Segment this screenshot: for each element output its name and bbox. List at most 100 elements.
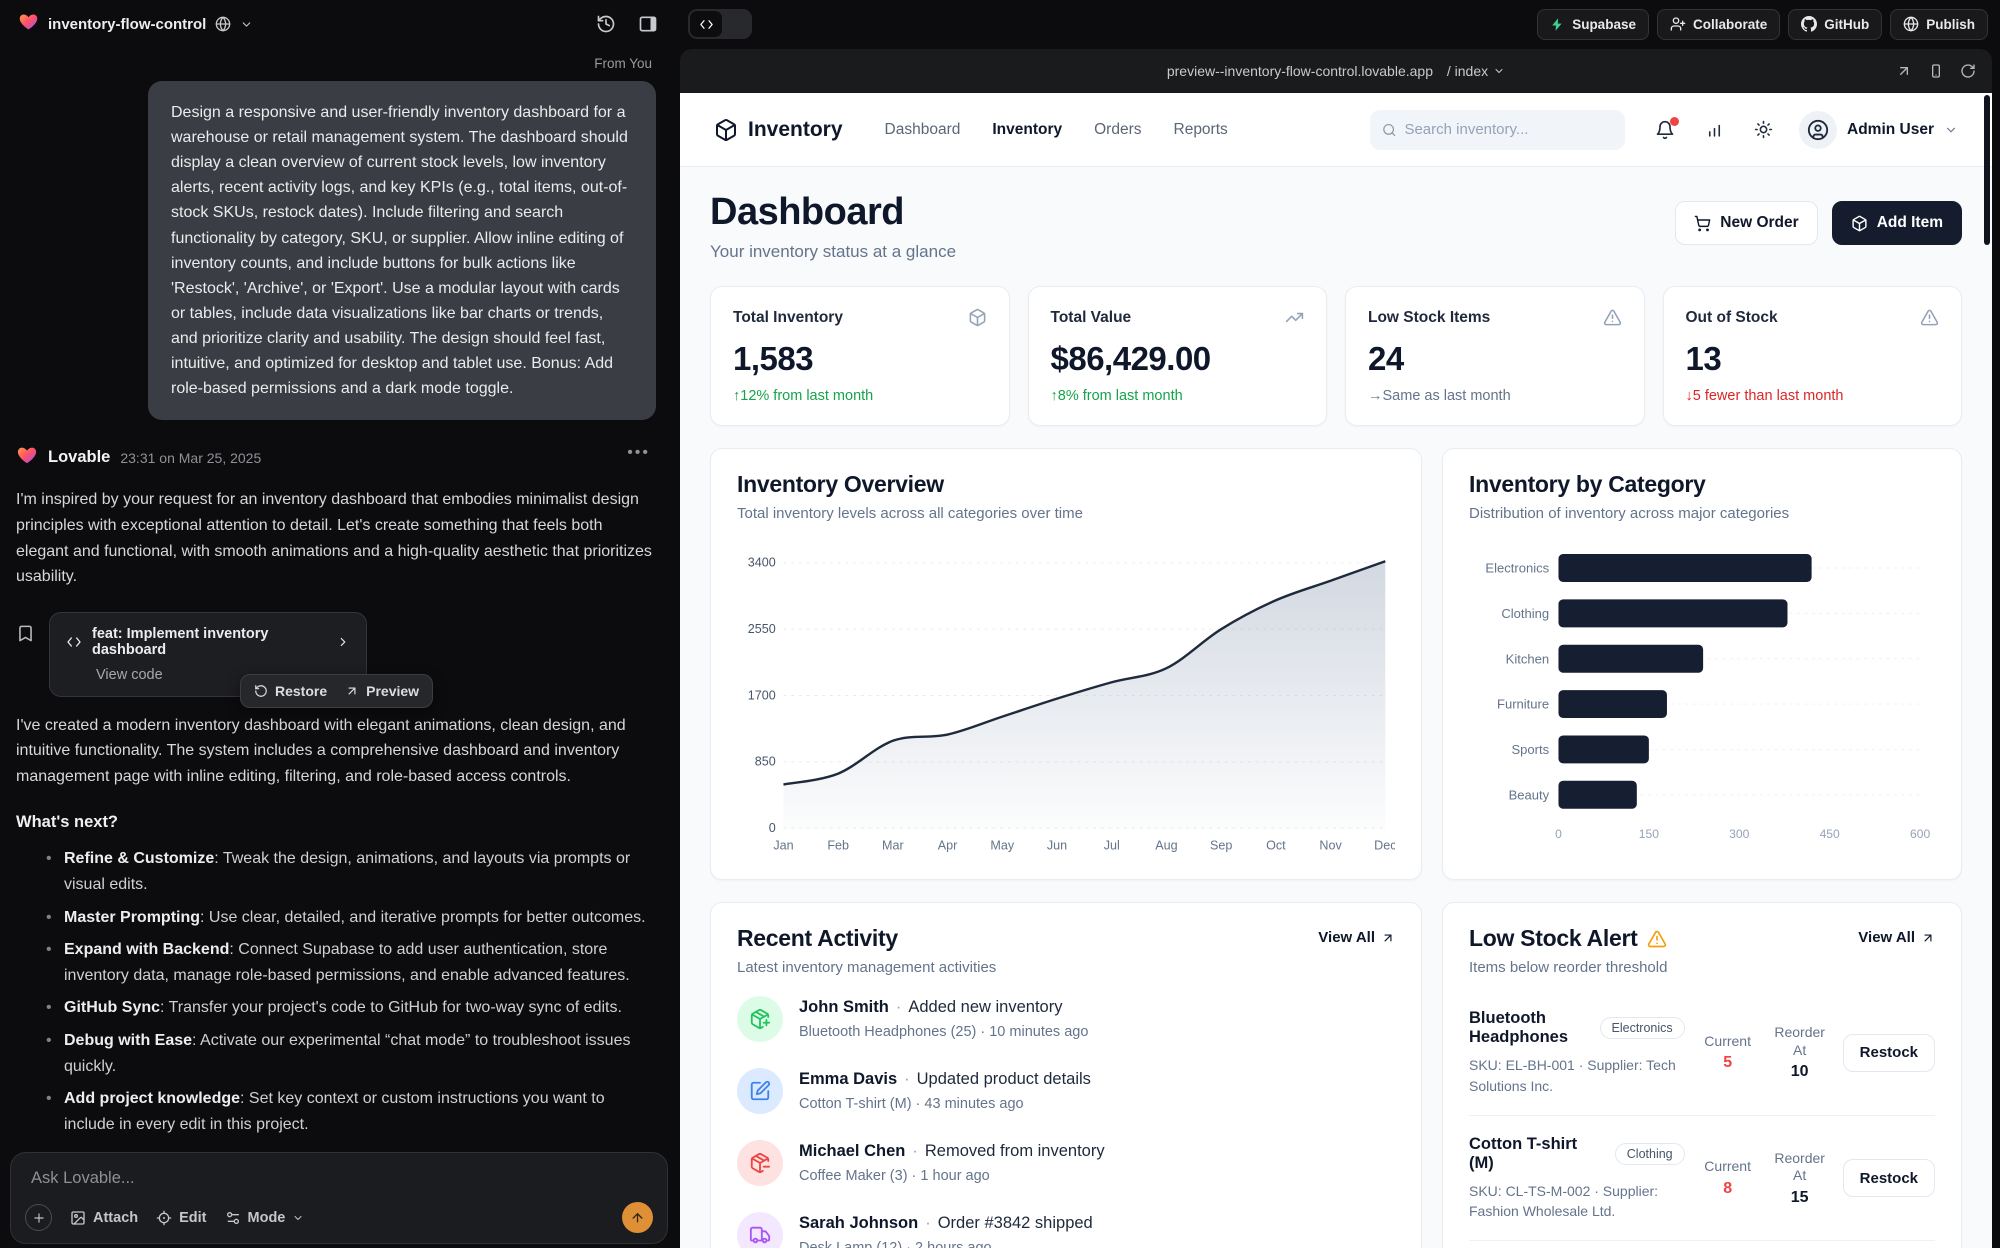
preview-scrollbar[interactable] bbox=[1984, 95, 1990, 245]
new-order-button[interactable]: New Order bbox=[1675, 201, 1818, 245]
user-menu[interactable]: Admin User bbox=[1799, 110, 1958, 149]
nav-dashboard[interactable]: Dashboard bbox=[884, 120, 961, 138]
panel-toggle-button[interactable] bbox=[638, 14, 658, 34]
svg-text:3400: 3400 bbox=[748, 556, 776, 570]
search-box[interactable] bbox=[1370, 109, 1625, 150]
edit-button[interactable]: Edit bbox=[156, 1210, 207, 1226]
publish-button[interactable]: Publish bbox=[1890, 8, 1988, 40]
send-button[interactable] bbox=[622, 1202, 653, 1233]
github-button[interactable]: GitHub bbox=[1788, 8, 1883, 40]
svg-text:Jun: Jun bbox=[1047, 839, 1067, 853]
preview-url[interactable]: preview--inventory-flow-control.lovable.… bbox=[1167, 63, 1505, 79]
search-input[interactable] bbox=[1404, 121, 1613, 138]
collaborate-button[interactable]: Collaborate bbox=[1656, 8, 1781, 40]
low-stock-alert-card: Low Stock Alert Items below reorder thre… bbox=[1442, 902, 1962, 1248]
svg-text:May: May bbox=[990, 839, 1014, 853]
kpi-low-stock: Low Stock Items 24 →Same as last month bbox=[1345, 286, 1645, 426]
assistant-name: Lovable bbox=[48, 448, 111, 467]
app-brand[interactable]: Inventory bbox=[714, 118, 843, 142]
nav-inventory[interactable]: Inventory bbox=[992, 120, 1063, 138]
svg-text:Beauty: Beauty bbox=[1509, 787, 1550, 802]
nav-orders[interactable]: Orders bbox=[1094, 120, 1142, 138]
svg-text:300: 300 bbox=[1729, 827, 1749, 841]
view-all-low-stock-button[interactable]: View All bbox=[1858, 929, 1935, 946]
message-more-button[interactable]: ••• bbox=[627, 444, 650, 462]
svg-text:2550: 2550 bbox=[748, 622, 776, 636]
chevron-down-icon bbox=[1495, 69, 1503, 73]
arrow-up-right-icon bbox=[1384, 934, 1392, 942]
view-all-activity-button[interactable]: View All bbox=[1318, 929, 1395, 946]
preview-url-bar: preview--inventory-flow-control.lovable.… bbox=[680, 49, 1992, 93]
category-badge: Electronics bbox=[1599, 1017, 1685, 1040]
svg-text:Nov: Nov bbox=[1319, 839, 1342, 853]
notifications-button[interactable] bbox=[1655, 116, 1679, 140]
mode-button[interactable]: Mode bbox=[225, 1210, 305, 1226]
bell-icon bbox=[1656, 120, 1674, 139]
chat-panel: From You Design a responsive and user-fr… bbox=[0, 48, 678, 1248]
message-timestamp: 23:31 on Mar 25, 2025 bbox=[120, 449, 262, 466]
plus-icon bbox=[33, 1212, 44, 1223]
target-icon bbox=[156, 1210, 172, 1225]
activity-row: John Smith · Added new inventory Bluetooth … bbox=[737, 996, 1395, 1043]
svg-text:0: 0 bbox=[769, 821, 776, 835]
analytics-button[interactable] bbox=[1705, 120, 1724, 139]
nav-reports[interactable]: Reports bbox=[1173, 120, 1228, 138]
cart-icon bbox=[1695, 215, 1711, 231]
svg-text:1700: 1700 bbox=[748, 688, 776, 702]
list-item: Expand with Backend: Connect Supabase to… bbox=[46, 937, 656, 988]
trending-up-icon bbox=[1285, 312, 1304, 323]
refresh-button[interactable] bbox=[1960, 63, 1976, 79]
add-item-button[interactable]: Add Item bbox=[1831, 201, 1962, 245]
package-icon bbox=[716, 118, 736, 141]
chat-composer[interactable]: Attach Edit Mode bbox=[10, 1152, 668, 1244]
view-code-link[interactable]: View code bbox=[96, 666, 163, 683]
kpi-out-of-stock: Out of Stock 13 ↓5 fewer than last month bbox=[1662, 286, 1962, 426]
package-icon bbox=[969, 308, 985, 327]
version-title: feat: Implement inventory dashboard bbox=[92, 625, 269, 658]
restore-button[interactable]: Restore bbox=[254, 683, 327, 699]
kpi-total-value: Total Value $86,429.00 ↑8% from last mon… bbox=[1027, 286, 1327, 426]
whats-next-heading: What's next? bbox=[16, 813, 119, 832]
code-icon bbox=[690, 11, 722, 37]
kpi-delta: ↓5 fewer than last month bbox=[1685, 388, 1844, 404]
package-icon bbox=[1852, 215, 1867, 231]
history-button[interactable] bbox=[596, 14, 616, 34]
svg-text:Apr: Apr bbox=[938, 839, 958, 853]
add-button[interactable] bbox=[25, 1204, 52, 1231]
restock-button[interactable]: Restock bbox=[1842, 1033, 1935, 1072]
section-subtitle: Latest inventory management activities bbox=[737, 959, 997, 977]
chat-input[interactable] bbox=[31, 1169, 463, 1188]
lovable-avatar-icon bbox=[16, 444, 38, 471]
user-name: Admin User bbox=[1847, 120, 1934, 138]
code-icon bbox=[66, 634, 82, 650]
kpi-delta: →Same as last month bbox=[1368, 388, 1511, 404]
user-message: Design a responsive and user-friendly in… bbox=[148, 81, 656, 421]
svg-text:Mar: Mar bbox=[882, 839, 904, 853]
open-external-button[interactable] bbox=[1896, 63, 1912, 79]
attach-button[interactable]: Attach bbox=[70, 1210, 138, 1226]
preview-button[interactable]: Preview bbox=[345, 683, 419, 699]
recent-activity-card: Recent Activity Latest inventory managem… bbox=[710, 902, 1422, 1248]
code-view-toggle[interactable] bbox=[688, 9, 752, 39]
version-toolbar: Restore Preview bbox=[240, 673, 434, 708]
kpi-delta: ↑8% from last month bbox=[1050, 388, 1183, 404]
chart-subtitle: Total inventory levels across all catego… bbox=[737, 505, 1083, 522]
version-card[interactable]: feat: Implement inventory dashboard View… bbox=[49, 611, 367, 697]
svg-text:600: 600 bbox=[1910, 827, 1930, 841]
chevron-down-icon bbox=[294, 1215, 302, 1220]
app-preview: Inventory Dashboard Inventory Orders Rep… bbox=[680, 93, 1992, 1248]
supabase-button[interactable]: Supabase bbox=[1537, 8, 1649, 40]
bookmark-icon[interactable] bbox=[16, 624, 35, 643]
mobile-view-button[interactable] bbox=[1928, 63, 1944, 79]
inventory-overview-chart: 0 850 1700 2550 3400 Jan Feb Mar Apr May Jun Jul Aug… bbox=[748, 556, 1395, 853]
arrow-up-right-icon bbox=[348, 687, 356, 695]
app-nav: Inventory Dashboard Inventory Orders Rep… bbox=[680, 93, 1992, 167]
globe-icon bbox=[1903, 16, 1919, 32]
dark-mode-toggle[interactable] bbox=[1754, 120, 1773, 139]
package-plus-icon bbox=[737, 996, 783, 1043]
svg-text:Sports: Sports bbox=[1511, 742, 1549, 757]
activity-row: Sarah Johnson·Order #3842 shippedDesk La… bbox=[737, 1212, 1395, 1248]
chevron-down-icon[interactable] bbox=[240, 18, 253, 31]
restock-button[interactable]: Restock bbox=[1842, 1159, 1935, 1198]
user-circle-icon bbox=[1807, 119, 1829, 140]
